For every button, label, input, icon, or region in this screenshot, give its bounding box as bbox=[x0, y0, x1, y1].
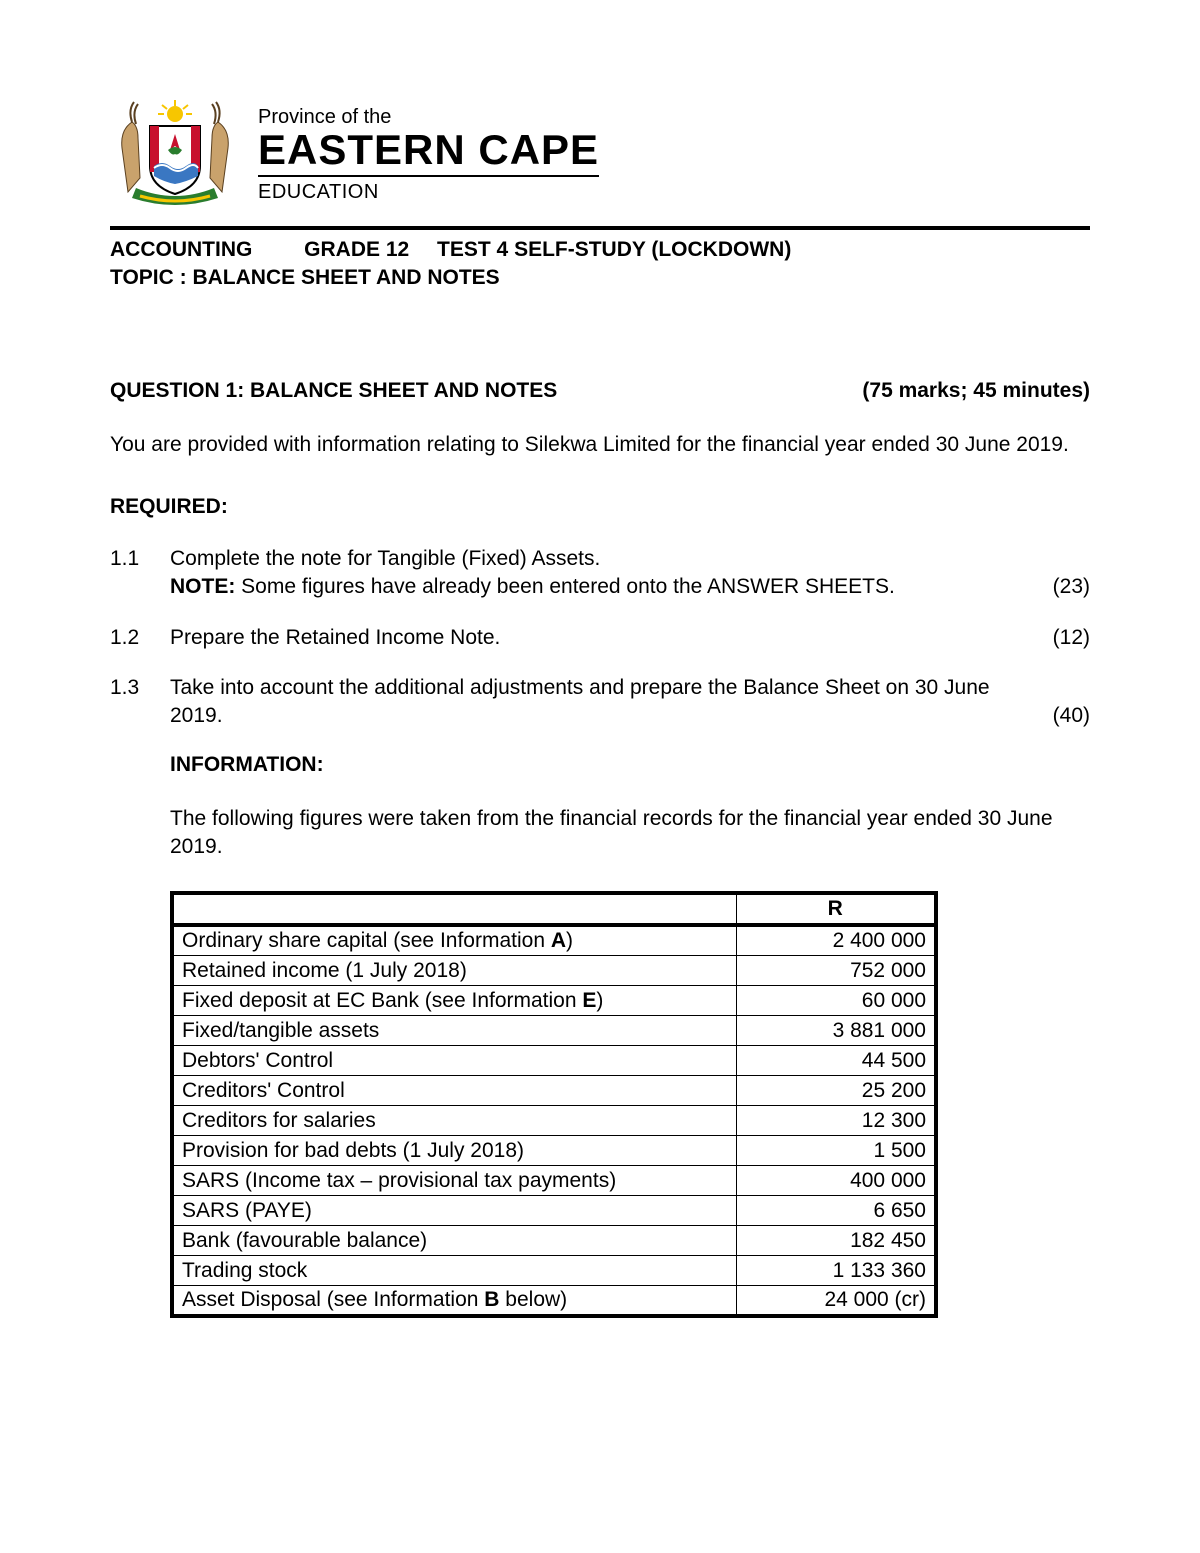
crest-icon bbox=[110, 100, 240, 210]
requirement-note-text: Some figures have already been entered o… bbox=[235, 575, 895, 598]
header-divider bbox=[110, 226, 1090, 230]
table-label-cell: Provision for bad debts (1 July 2018) bbox=[172, 1136, 736, 1166]
table-row: Fixed/tangible assets3 881 000 bbox=[172, 1016, 936, 1046]
table-value-cell: 44 500 bbox=[736, 1046, 936, 1076]
table-value-cell: 182 450 bbox=[736, 1226, 936, 1256]
table-value-cell: 1 500 bbox=[736, 1136, 936, 1166]
province-text-block: Province of the EASTERN CAPE EDUCATION bbox=[258, 106, 599, 203]
document-header: Province of the EASTERN CAPE EDUCATION bbox=[110, 100, 1090, 210]
table-row: SARS (Income tax – provisional tax payme… bbox=[172, 1166, 936, 1196]
requirement-number: 1.3 bbox=[110, 674, 170, 702]
table-header-row: R bbox=[172, 893, 936, 925]
requirement-marks: (40) bbox=[1030, 702, 1090, 730]
subject-line: ACCOUNTING GRADE 12 TEST 4 SELF-STUDY (L… bbox=[110, 236, 1090, 293]
table-row: Creditors' Control25 200 bbox=[172, 1076, 936, 1106]
table-label-cell: Bank (favourable balance) bbox=[172, 1226, 736, 1256]
table-value-cell: 752 000 bbox=[736, 956, 936, 986]
requirement-marks: (12) bbox=[1030, 624, 1090, 652]
table-row: Asset Disposal (see Information B below)… bbox=[172, 1286, 936, 1317]
information-text: The following figures were taken from th… bbox=[170, 805, 1090, 862]
table-label-cell: Asset Disposal (see Information B below) bbox=[172, 1286, 736, 1317]
requirement-text: Take into account the additional adjustm… bbox=[170, 676, 990, 727]
requirement-item: 1.1 Complete the note for Tangible (Fixe… bbox=[110, 545, 1090, 602]
requirement-note-label: NOTE: bbox=[170, 575, 235, 598]
table-row: Creditors for salaries12 300 bbox=[172, 1106, 936, 1136]
table-row: Trading stock1 133 360 bbox=[172, 1256, 936, 1286]
table-value-cell: 1 133 360 bbox=[736, 1256, 936, 1286]
table-value-cell: 3 881 000 bbox=[736, 1016, 936, 1046]
grade-label: GRADE 12 bbox=[304, 236, 409, 264]
requirements-list: 1.1 Complete the note for Tangible (Fixe… bbox=[110, 545, 1090, 731]
table-value-cell: 24 000 (cr) bbox=[736, 1286, 936, 1317]
table-header-empty bbox=[172, 893, 736, 925]
requirement-marks: (23) bbox=[1030, 573, 1090, 601]
requirement-item: 1.2 Prepare the Retained Income Note. (1… bbox=[110, 624, 1090, 652]
requirement-text: Prepare the Retained Income Note. bbox=[170, 626, 500, 649]
intro-text: You are provided with information relati… bbox=[110, 431, 1090, 459]
table-row: SARS (PAYE)6 650 bbox=[172, 1196, 936, 1226]
table-row: Ordinary share capital (see Information … bbox=[172, 925, 936, 956]
table-row: Debtors' Control44 500 bbox=[172, 1046, 936, 1076]
requirement-item: 1.3 Take into account the additional adj… bbox=[110, 674, 1090, 731]
table-label-cell: Creditors for salaries bbox=[172, 1106, 736, 1136]
table-row: Provision for bad debts (1 July 2018)1 5… bbox=[172, 1136, 936, 1166]
subject-label: ACCOUNTING bbox=[110, 236, 252, 264]
table-label-cell: Ordinary share capital (see Information … bbox=[172, 925, 736, 956]
table-row: Retained income (1 July 2018)752 000 bbox=[172, 956, 936, 986]
table-value-cell: 60 000 bbox=[736, 986, 936, 1016]
question-title: QUESTION 1: BALANCE SHEET AND NOTES bbox=[110, 379, 557, 403]
table-value-cell: 6 650 bbox=[736, 1196, 936, 1226]
requirement-number: 1.2 bbox=[110, 624, 170, 652]
financial-table: R Ordinary share capital (see Informatio… bbox=[170, 891, 938, 1318]
table-label-cell: Fixed/tangible assets bbox=[172, 1016, 736, 1046]
table-label-cell: Fixed deposit at EC Bank (see Informatio… bbox=[172, 986, 736, 1016]
table-row: Fixed deposit at EC Bank (see Informatio… bbox=[172, 986, 936, 1016]
education-label: EDUCATION bbox=[258, 181, 599, 204]
topic-label: TOPIC : BALANCE SHEET AND NOTES bbox=[110, 266, 500, 289]
requirement-body: Complete the note for Tangible (Fixed) A… bbox=[170, 545, 1030, 602]
table-label-cell: Creditors' Control bbox=[172, 1076, 736, 1106]
table-value-cell: 400 000 bbox=[736, 1166, 936, 1196]
table-header-value: R bbox=[736, 893, 936, 925]
requirement-body: Prepare the Retained Income Note. bbox=[170, 624, 1030, 652]
province-of-label: Province of the bbox=[258, 106, 599, 128]
requirement-number: 1.1 bbox=[110, 545, 170, 573]
table-label-cell: SARS (Income tax – provisional tax payme… bbox=[172, 1166, 736, 1196]
table-value-cell: 25 200 bbox=[736, 1076, 936, 1106]
question-heading-row: QUESTION 1: BALANCE SHEET AND NOTES (75 … bbox=[110, 379, 1090, 403]
table-label-cell: Trading stock bbox=[172, 1256, 736, 1286]
requirement-text: Complete the note for Tangible (Fixed) A… bbox=[170, 547, 600, 570]
table-value-cell: 2 400 000 bbox=[736, 925, 936, 956]
table-label-cell: SARS (PAYE) bbox=[172, 1196, 736, 1226]
table-label-cell: Retained income (1 July 2018) bbox=[172, 956, 736, 986]
information-label: INFORMATION: bbox=[170, 753, 1090, 777]
table-value-cell: 12 300 bbox=[736, 1106, 936, 1136]
required-label: REQUIRED: bbox=[110, 495, 1090, 519]
province-name: EASTERN CAPE bbox=[258, 128, 599, 176]
table-row: Bank (favourable balance)182 450 bbox=[172, 1226, 936, 1256]
question-marks: (75 marks; 45 minutes) bbox=[862, 379, 1090, 403]
test-label: TEST 4 SELF-STUDY (LOCKDOWN) bbox=[437, 236, 791, 264]
table-label-cell: Debtors' Control bbox=[172, 1046, 736, 1076]
requirement-body: Take into account the additional adjustm… bbox=[170, 674, 1030, 731]
